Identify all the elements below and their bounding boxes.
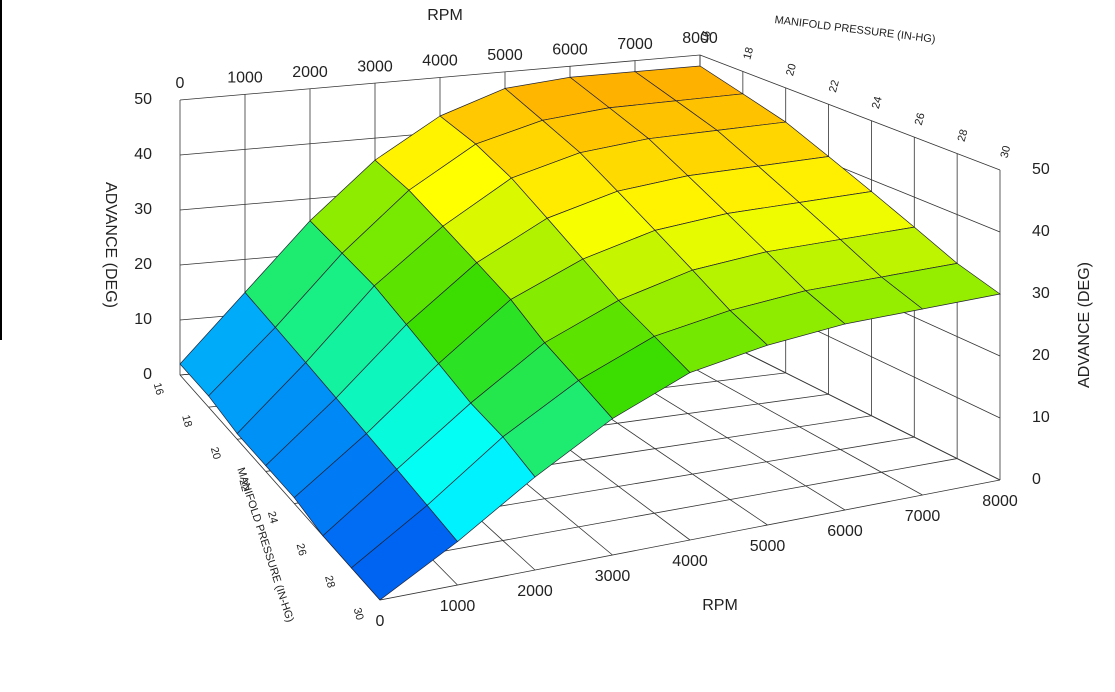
x-tick-label: 2000 xyxy=(517,583,553,600)
z-tick-label-left: 30 xyxy=(134,201,152,218)
x-tick-label: 1000 xyxy=(440,598,476,615)
y-tick-label-top: 18 xyxy=(741,46,756,61)
y-tick-label: 26 xyxy=(294,542,309,557)
z-tick-label-right: 50 xyxy=(1032,161,1050,178)
y-tick-label: 24 xyxy=(265,510,280,525)
x-tick-label-top: 5000 xyxy=(487,47,523,64)
z-axis-title-right: ADVANCE (DEG) xyxy=(1076,262,1093,388)
x-tick-label-top: 3000 xyxy=(357,58,393,75)
x-tick-label: 4000 xyxy=(672,553,708,570)
side-wall-grid xyxy=(699,329,1001,481)
x-tick-label-top: 8000 xyxy=(682,30,718,47)
x-tick-label: 5000 xyxy=(750,538,786,555)
x-tick-label-top: 6000 xyxy=(552,41,588,58)
z-tick-label-right: 20 xyxy=(1032,347,1050,364)
z-tick-label-left: 20 xyxy=(134,256,152,273)
y-tick-label: 20 xyxy=(208,446,223,461)
y-tick-label: 18 xyxy=(179,414,194,429)
x-tick-label-top: 1000 xyxy=(227,70,263,87)
x-tick-label: 6000 xyxy=(827,523,863,540)
y-tick-label-top: 16 xyxy=(699,30,714,45)
x-axis-title: RPM xyxy=(702,597,738,614)
x-tick-label: 3000 xyxy=(595,568,631,585)
floor-grid xyxy=(351,458,958,569)
z-tick-label-right: 30 xyxy=(1032,285,1050,302)
z-tick-label-left: 40 xyxy=(134,146,152,163)
z-tick-label-right: 10 xyxy=(1032,409,1050,426)
x-tick-label-top: 0 xyxy=(176,75,185,92)
y-tick-label-top: 24 xyxy=(870,95,885,110)
z-tick-label-right: 40 xyxy=(1032,223,1050,240)
y-tick-label-top: 22 xyxy=(827,79,842,94)
x-axis-title-top: RPM xyxy=(427,7,463,24)
z-tick-label-left: 0 xyxy=(143,366,152,383)
y-tick-label: 16 xyxy=(151,382,166,397)
x-tick-label: 7000 xyxy=(905,508,941,525)
y-tick-label: 30 xyxy=(351,607,366,622)
y-tick-label: 28 xyxy=(322,574,337,589)
y-tick-label-top: 30 xyxy=(999,145,1014,160)
z-tick-label-left: 50 xyxy=(134,91,152,108)
back-wall-grid xyxy=(179,54,701,101)
x-tick-label: 0 xyxy=(376,613,385,630)
surface-cell xyxy=(350,504,459,601)
x-tick-label-top: 7000 xyxy=(617,36,653,53)
z-axis-title-left: ADVANCE (DEG) xyxy=(102,182,119,308)
floor-grid xyxy=(379,479,1001,601)
x-tick-label-top: 2000 xyxy=(292,64,328,81)
y-axis-title-top: MANIFOLD PRESSURE (IN-HG) xyxy=(774,14,936,46)
y-tick-label-top: 28 xyxy=(956,128,971,143)
y-tick-label-top: 26 xyxy=(913,112,928,127)
y-tick-label: 22 xyxy=(236,478,251,493)
x-tick-label: 8000 xyxy=(982,493,1018,510)
y-tick-label-top: 20 xyxy=(784,62,799,77)
z-tick-label-right: 0 xyxy=(1032,471,1041,488)
side-wall-grid xyxy=(699,54,1001,171)
x-tick-label-top: 4000 xyxy=(422,53,458,70)
z-tick-label-left: 10 xyxy=(134,311,152,328)
